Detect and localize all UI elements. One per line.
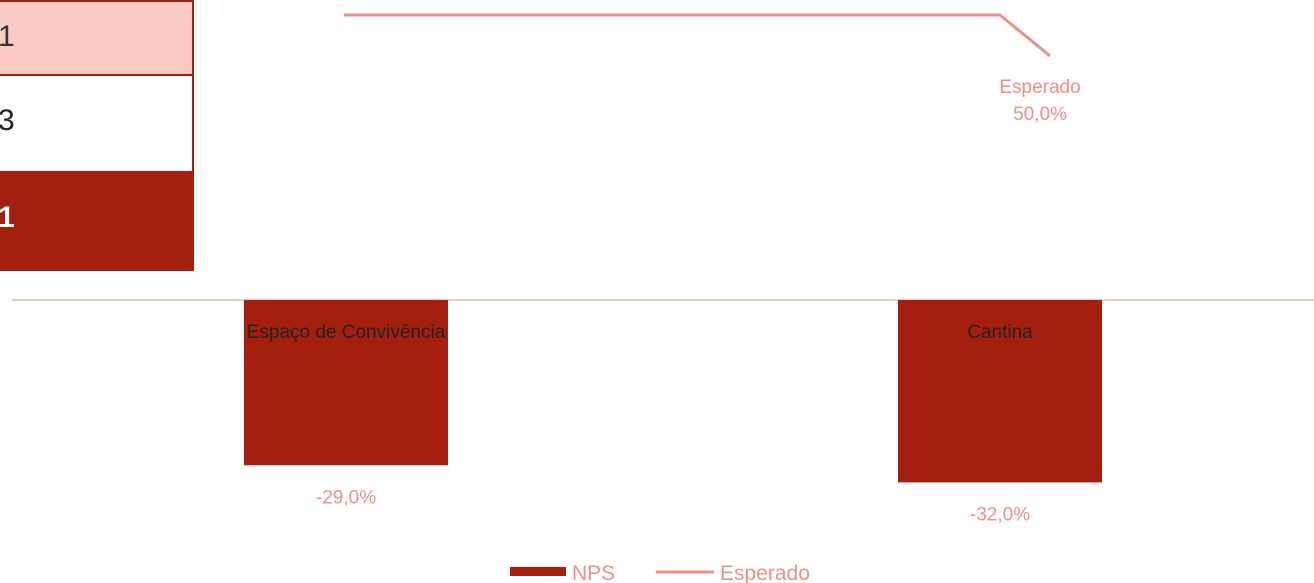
table-row: 1 xyxy=(0,173,194,271)
nps-bar xyxy=(244,300,448,466)
legend-label-esperado: Esperado xyxy=(720,562,810,583)
category-label: Espaço de Convivência xyxy=(247,322,446,343)
table-cell: 1 xyxy=(0,22,15,52)
nps-bar xyxy=(898,300,1102,483)
table-row: 3 xyxy=(0,76,194,173)
esperado-label-name: Esperado xyxy=(999,77,1080,98)
table-cell: 1 xyxy=(0,201,15,234)
legend-label-nps: NPS xyxy=(572,562,615,583)
nps-value-label: -29,0% xyxy=(316,487,376,508)
summary-table: 1 3 1 xyxy=(0,0,194,271)
nps-value-label: -32,0% xyxy=(970,504,1030,525)
table-cell: 3 xyxy=(0,106,15,136)
category-label: Cantina xyxy=(967,322,1033,343)
esperado-label-value: 50,0% xyxy=(1013,104,1067,125)
table-row: 1 xyxy=(0,0,194,76)
legend-swatch-nps xyxy=(510,567,566,576)
esperado-line xyxy=(344,13,1051,58)
